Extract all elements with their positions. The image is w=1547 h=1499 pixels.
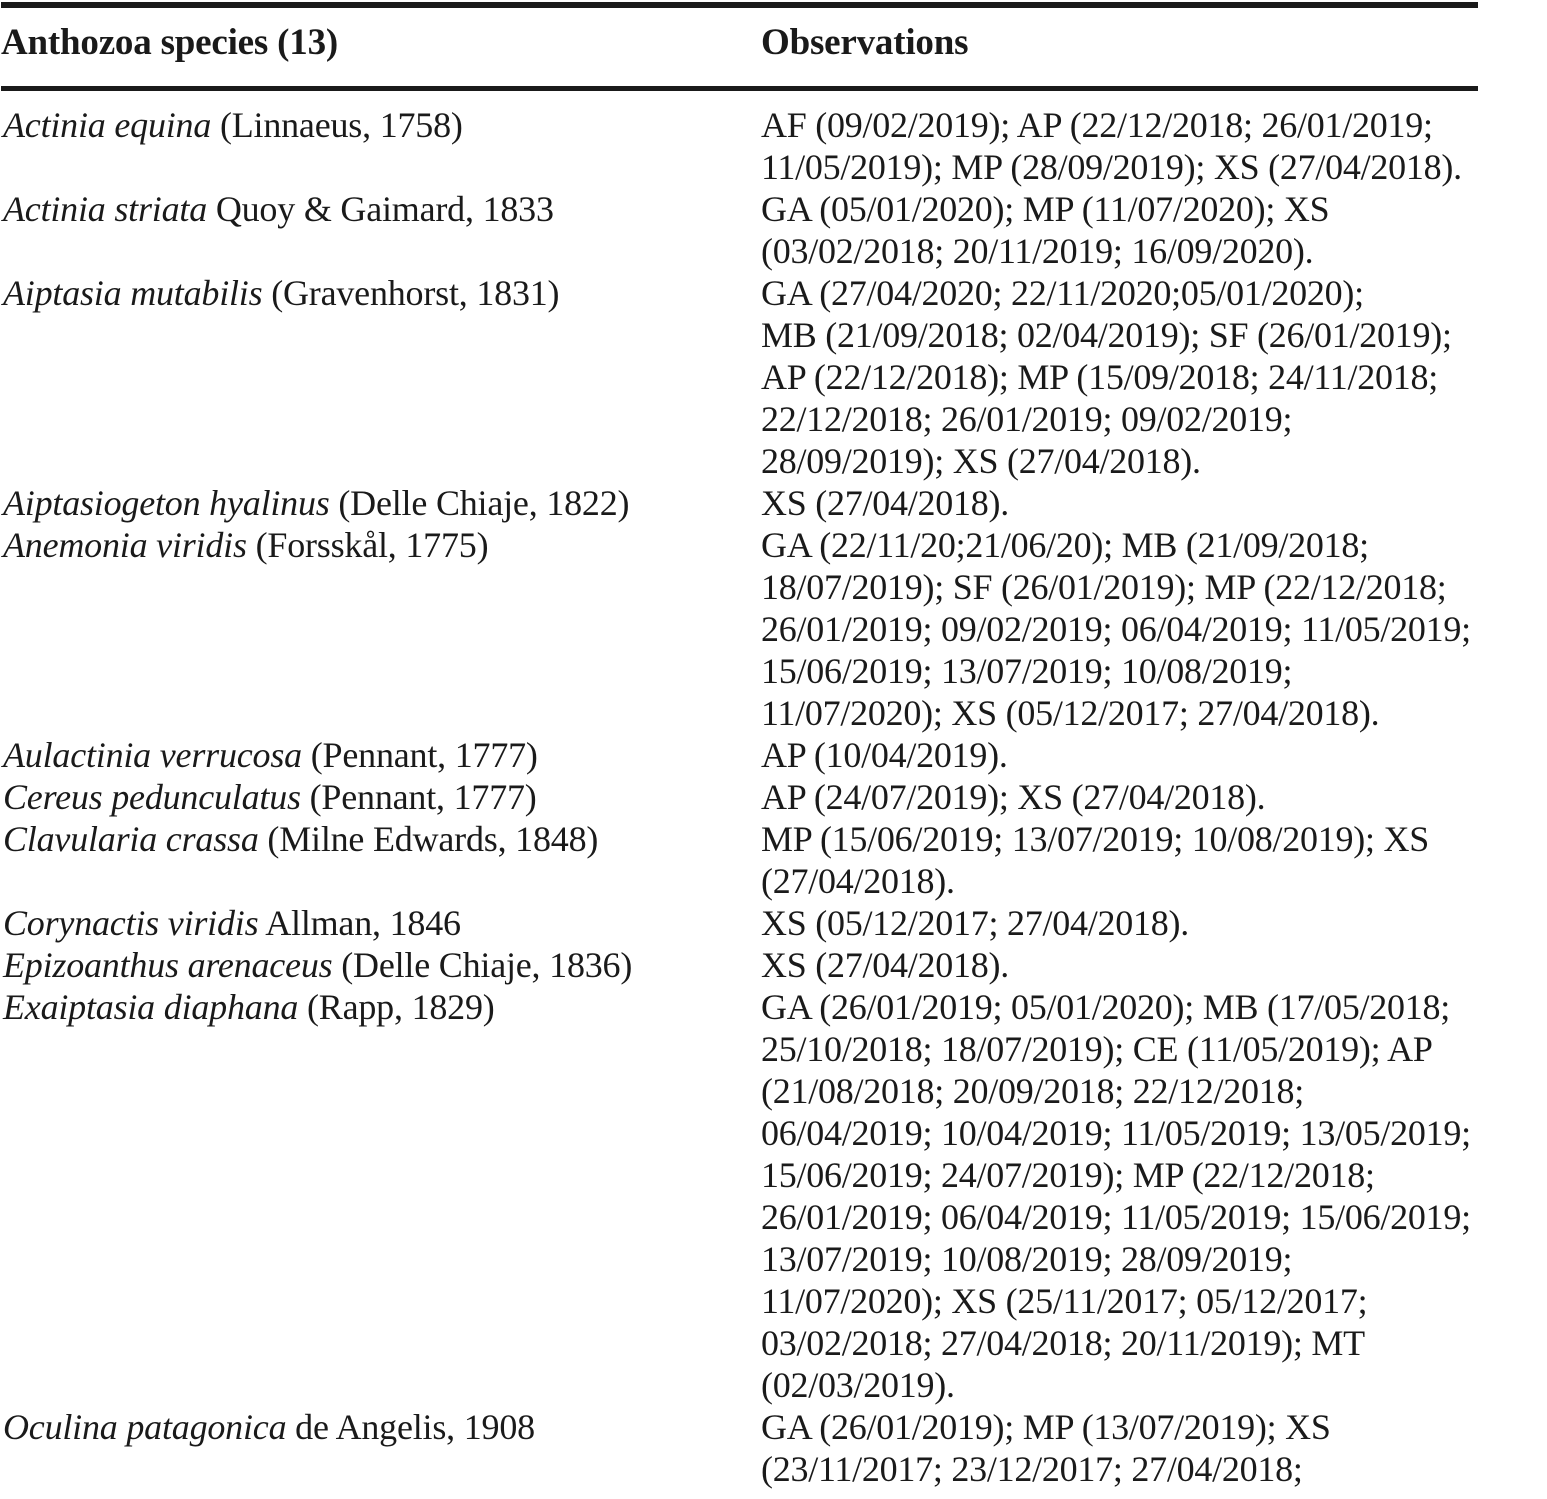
observations-column-header: Observations bbox=[761, 22, 969, 63]
observations-cell: XS (05/12/2017; 27/04/2018). bbox=[761, 903, 1190, 943]
species-authority: (Pennant, 1777) bbox=[300, 777, 537, 817]
observations-cell: GA (05/01/2020); MP (11/07/2020); XS (03… bbox=[761, 189, 1330, 271]
species-authority: Quoy & Gaimard, 1833 bbox=[207, 189, 554, 229]
species-authority: (Linnaeus, 1758) bbox=[211, 105, 463, 145]
species-authority: (Milne Edwards, 1848) bbox=[258, 819, 599, 859]
species-cell: Epizoanthus arenaceus (Delle Chiaje, 183… bbox=[1, 944, 761, 986]
species-authority: (Delle Chiaje, 1822) bbox=[329, 483, 630, 523]
species-name: Aulactinia verrucosa bbox=[3, 735, 302, 775]
species-name: Corynactis viridis bbox=[3, 903, 259, 943]
species-cell: Corynactis viridis Allman, 1846 bbox=[1, 902, 761, 944]
species-name: Exaiptasia diaphana bbox=[3, 987, 299, 1027]
table-row: Aiptasiogeton hyalinus (Delle Chiaje, 18… bbox=[1, 482, 1478, 524]
species-authority: de Angelis, 1908 bbox=[286, 1407, 535, 1447]
observations-cell: AP (10/04/2019). bbox=[761, 735, 1008, 775]
table-body: Actinia equina (Linnaeus, 1758) AF (09/0… bbox=[1, 91, 1478, 1490]
species-cell: Actinia striata Quoy & Gaimard, 1833 bbox=[1, 188, 761, 230]
species-name: Epizoanthus arenaceus bbox=[3, 945, 333, 985]
species-name: Actinia equina bbox=[3, 105, 212, 145]
species-name: Aiptasia mutabilis bbox=[3, 273, 263, 313]
table-row: Epizoanthus arenaceus (Delle Chiaje, 183… bbox=[1, 944, 1478, 986]
table-row: Clavularia crassa (Milne Edwards, 1848) … bbox=[1, 818, 1478, 902]
species-name: Oculina patagonica bbox=[3, 1407, 287, 1447]
species-cell: Cereus pedunculatus (Pennant, 1777) bbox=[1, 776, 761, 818]
species-cell: Exaiptasia diaphana (Rapp, 1829) bbox=[1, 986, 761, 1028]
species-name: Cereus pedunculatus bbox=[3, 777, 301, 817]
observations-cell: AF (09/02/2019); AP (22/12/2018; 26/01/2… bbox=[761, 105, 1462, 187]
species-authority: (Pennant, 1777) bbox=[301, 735, 538, 775]
species-observations-table: Anthozoa species (13) Observations Actin… bbox=[1, 2, 1478, 1490]
observations-cell: MP (15/06/2019; 13/07/2019; 10/08/2019);… bbox=[761, 819, 1429, 901]
table-row: Actinia striata Quoy & Gaimard, 1833 GA … bbox=[1, 188, 1478, 272]
table-row: Oculina patagonica de Angelis, 1908 GA (… bbox=[1, 1406, 1478, 1490]
species-column-header: Anthozoa species (13) bbox=[1, 22, 338, 63]
species-name: Actinia striata bbox=[3, 189, 208, 229]
observations-cell: GA (26/01/2019); MP (13/07/2019); XS (23… bbox=[761, 1407, 1331, 1489]
species-cell: Actinia equina (Linnaeus, 1758) bbox=[1, 104, 761, 146]
species-authority: Allman, 1846 bbox=[258, 903, 461, 943]
observations-cell: XS (27/04/2018). bbox=[761, 945, 1009, 985]
species-cell: Aulactinia verrucosa (Pennant, 1777) bbox=[1, 734, 761, 776]
species-cell: Aiptasiogeton hyalinus (Delle Chiaje, 18… bbox=[1, 482, 761, 524]
table-row: Corynactis viridis Allman, 1846 XS (05/1… bbox=[1, 902, 1478, 944]
observations-cell: GA (27/04/2020; 22/11/2020;05/01/2020); … bbox=[761, 273, 1452, 481]
species-authority: (Gravenhorst, 1831) bbox=[262, 273, 560, 313]
species-name: Anemonia viridis bbox=[3, 525, 247, 565]
table-row: Cereus pedunculatus (Pennant, 1777) AP (… bbox=[1, 776, 1478, 818]
species-cell: Clavularia crassa (Milne Edwards, 1848) bbox=[1, 818, 761, 860]
species-cell: Aiptasia mutabilis (Gravenhorst, 1831) bbox=[1, 272, 761, 314]
species-authority: (Rapp, 1829) bbox=[298, 987, 495, 1027]
species-cell: Anemonia viridis (Forsskål, 1775) bbox=[1, 524, 761, 566]
species-authority: (Forsskål, 1775) bbox=[246, 525, 489, 565]
table-row: Aulactinia verrucosa (Pennant, 1777) AP … bbox=[1, 734, 1478, 776]
species-authority: (Delle Chiaje, 1836) bbox=[332, 945, 633, 985]
species-name: Clavularia crassa bbox=[3, 819, 259, 859]
observations-cell: GA (22/11/20;21/06/20); MB (21/09/2018; … bbox=[761, 525, 1471, 733]
observations-cell: AP (24/07/2019); XS (27/04/2018). bbox=[761, 777, 1266, 817]
table-row: Exaiptasia diaphana (Rapp, 1829) GA (26/… bbox=[1, 986, 1478, 1406]
observations-cell: GA (26/01/2019; 05/01/2020); MB (17/05/2… bbox=[761, 987, 1471, 1405]
table-header-row: Anthozoa species (13) Observations bbox=[1, 8, 1478, 91]
species-cell: Oculina patagonica de Angelis, 1908 bbox=[1, 1406, 761, 1448]
observations-cell: XS (27/04/2018). bbox=[761, 483, 1009, 523]
table-row: Anemonia viridis (Forsskål, 1775) GA (22… bbox=[1, 524, 1478, 734]
table-row: Aiptasia mutabilis (Gravenhorst, 1831) G… bbox=[1, 272, 1478, 482]
species-name: Aiptasiogeton hyalinus bbox=[3, 483, 330, 523]
table-row: Actinia equina (Linnaeus, 1758) AF (09/0… bbox=[1, 104, 1478, 188]
